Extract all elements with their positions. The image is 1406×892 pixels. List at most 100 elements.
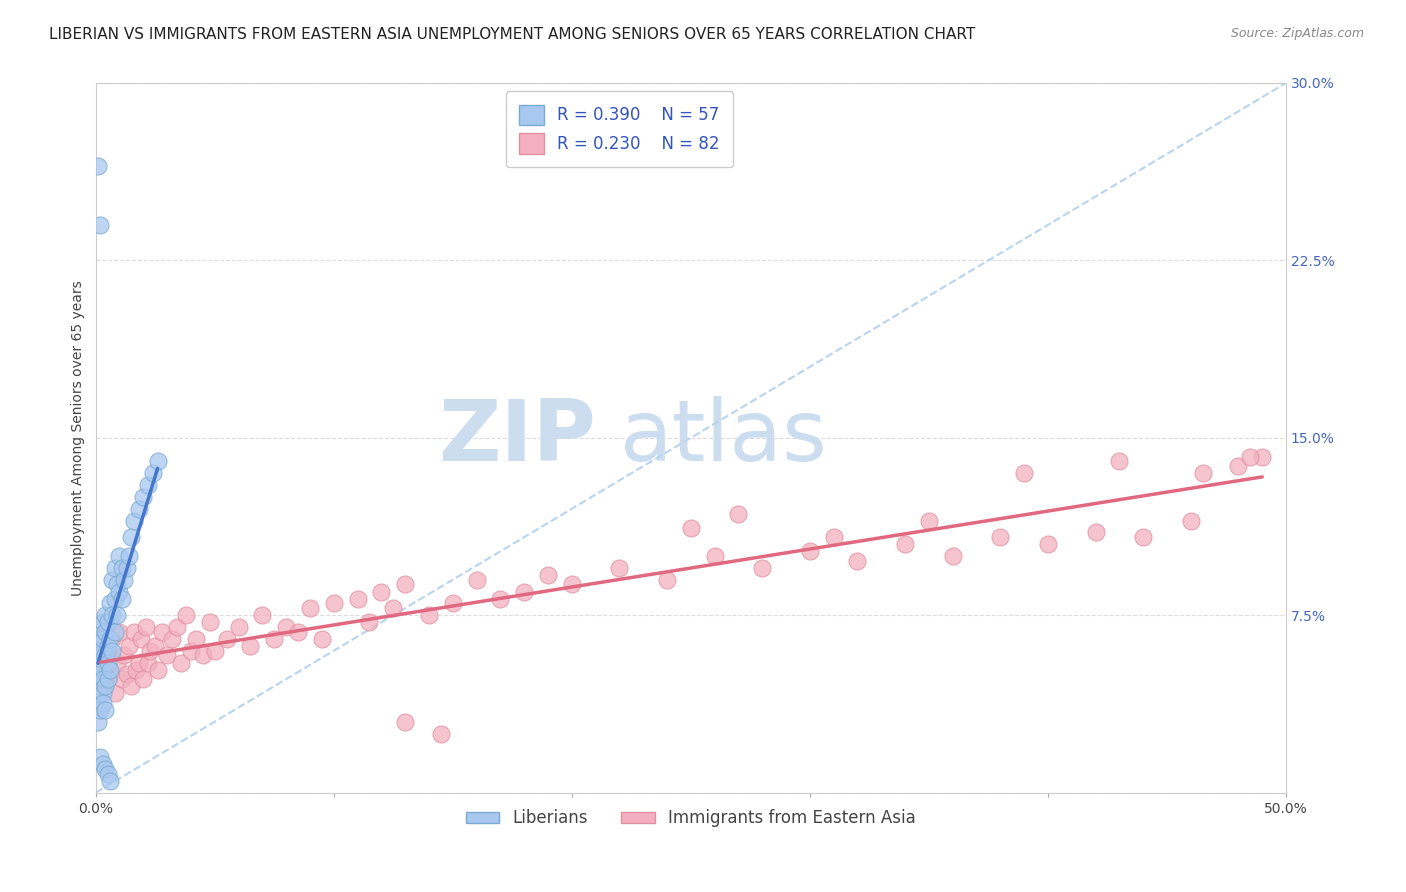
Point <box>129 632 152 646</box>
Point <box>191 648 214 663</box>
Point <box>894 537 917 551</box>
Point <box>150 624 173 639</box>
Point <box>91 757 114 772</box>
Point <box>98 632 121 646</box>
Point <box>94 679 117 693</box>
Point <box>1084 525 1107 540</box>
Point <box>174 608 197 623</box>
Point <box>359 615 381 630</box>
Point <box>105 577 128 591</box>
Point <box>727 507 749 521</box>
Point <box>112 648 135 663</box>
Point <box>101 632 124 646</box>
Point <box>118 639 141 653</box>
Point <box>91 696 114 710</box>
Point <box>180 643 202 657</box>
Point <box>274 620 297 634</box>
Point <box>91 656 114 670</box>
Point <box>228 620 250 634</box>
Point <box>87 691 110 706</box>
Point <box>156 648 179 663</box>
Point <box>655 573 678 587</box>
Point <box>111 591 134 606</box>
Point <box>108 549 131 563</box>
Point <box>112 573 135 587</box>
Point <box>561 577 583 591</box>
Point <box>94 762 117 776</box>
Point <box>87 632 110 646</box>
Point <box>418 608 440 623</box>
Point <box>441 596 464 610</box>
Point <box>120 530 142 544</box>
Point <box>91 663 114 677</box>
Point <box>239 639 262 653</box>
Point <box>104 561 127 575</box>
Point <box>87 159 110 173</box>
Text: ZIP: ZIP <box>437 396 596 479</box>
Point <box>94 648 117 663</box>
Point <box>1227 459 1250 474</box>
Point <box>823 530 845 544</box>
Point <box>370 584 392 599</box>
Point <box>489 591 512 606</box>
Point <box>1239 450 1261 464</box>
Point <box>988 530 1011 544</box>
Point <box>115 667 138 681</box>
Point <box>94 624 117 639</box>
Point <box>97 639 120 653</box>
Y-axis label: Unemployment Among Seniors over 65 years: Unemployment Among Seniors over 65 years <box>72 280 86 596</box>
Point <box>120 679 142 693</box>
Point <box>97 672 120 686</box>
Point <box>846 554 869 568</box>
Point <box>170 656 193 670</box>
Point <box>91 672 114 686</box>
Point <box>89 620 111 634</box>
Point <box>89 667 111 681</box>
Point <box>101 608 124 623</box>
Point <box>97 615 120 630</box>
Point <box>125 663 148 677</box>
Point <box>135 620 157 634</box>
Text: LIBERIAN VS IMMIGRANTS FROM EASTERN ASIA UNEMPLOYMENT AMONG SENIORS OVER 65 YEAR: LIBERIAN VS IMMIGRANTS FROM EASTERN ASIA… <box>49 27 976 42</box>
Point <box>166 620 188 634</box>
Point <box>94 679 117 693</box>
Point <box>104 624 127 639</box>
Point <box>104 591 127 606</box>
Point <box>537 568 560 582</box>
Point <box>105 656 128 670</box>
Point <box>136 478 159 492</box>
Point <box>118 549 141 563</box>
Point <box>1251 450 1274 464</box>
Point <box>252 608 274 623</box>
Point <box>97 656 120 670</box>
Point <box>298 601 321 615</box>
Point <box>465 573 488 587</box>
Point <box>136 656 159 670</box>
Point <box>94 608 117 623</box>
Point <box>122 624 145 639</box>
Point <box>104 686 127 700</box>
Point <box>322 596 344 610</box>
Point <box>87 714 110 729</box>
Point <box>89 703 111 717</box>
Point <box>91 632 114 646</box>
Point <box>146 454 169 468</box>
Point <box>139 643 162 657</box>
Point <box>98 596 121 610</box>
Point <box>108 584 131 599</box>
Point <box>143 639 166 653</box>
Legend: Liberians, Immigrants from Eastern Asia: Liberians, Immigrants from Eastern Asia <box>460 803 922 834</box>
Point <box>1180 514 1202 528</box>
Point <box>918 514 941 528</box>
Point <box>128 656 150 670</box>
Point <box>1036 537 1059 551</box>
Point <box>89 648 111 663</box>
Point <box>111 672 134 686</box>
Point <box>89 750 111 764</box>
Point <box>91 615 114 630</box>
Point <box>263 632 285 646</box>
Point <box>105 608 128 623</box>
Point <box>98 667 121 681</box>
Point <box>204 643 226 657</box>
Point <box>89 218 111 232</box>
